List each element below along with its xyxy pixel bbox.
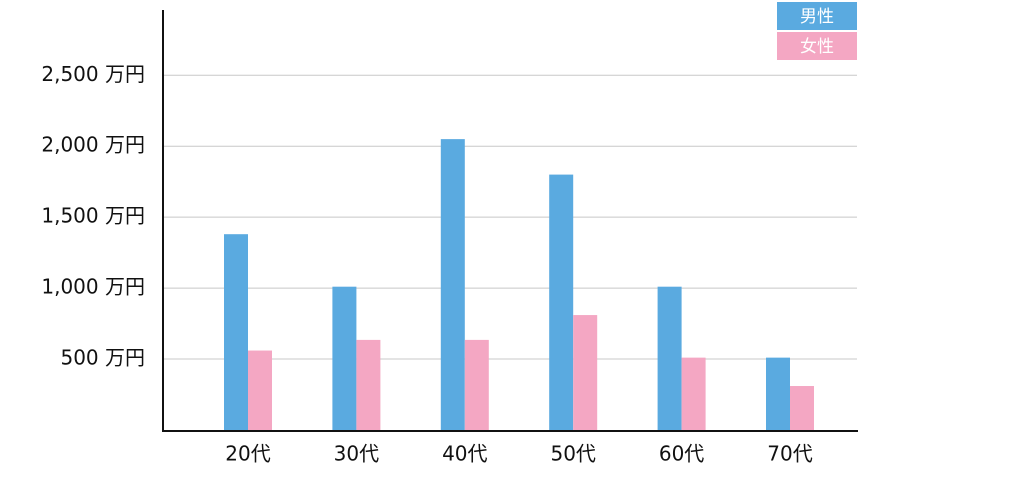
bar — [790, 386, 814, 430]
bar — [573, 315, 598, 430]
bar — [224, 234, 248, 430]
legend-swatch — [777, 2, 857, 30]
bar — [766, 357, 790, 430]
x-tick-label: 70代 — [767, 442, 812, 466]
bar — [657, 286, 682, 430]
y-tick-label: 500 万円 — [60, 346, 145, 370]
bar — [549, 174, 574, 430]
bar — [248, 350, 272, 430]
legend-label: 女性 — [800, 37, 834, 57]
x-tick-label: 40代 — [442, 442, 487, 466]
x-tick-label: 30代 — [334, 442, 379, 466]
bar — [440, 139, 465, 430]
y-tick-label: 1,000 万円 — [41, 275, 145, 299]
bar — [356, 339, 381, 430]
y-tick-label: 2,500 万円 — [41, 62, 145, 86]
bar — [681, 357, 706, 430]
x-tick-label: 20代 — [225, 442, 270, 466]
bar — [464, 339, 489, 430]
x-tick-label: 50代 — [550, 442, 595, 466]
bar — [332, 286, 357, 430]
y-tick-label: 1,500 万円 — [41, 204, 145, 228]
x-tick-label: 60代 — [659, 442, 704, 466]
legend-label: 男性 — [800, 7, 834, 27]
y-tick-label: 2,000 万円 — [41, 133, 145, 157]
legend-swatch — [777, 32, 857, 60]
